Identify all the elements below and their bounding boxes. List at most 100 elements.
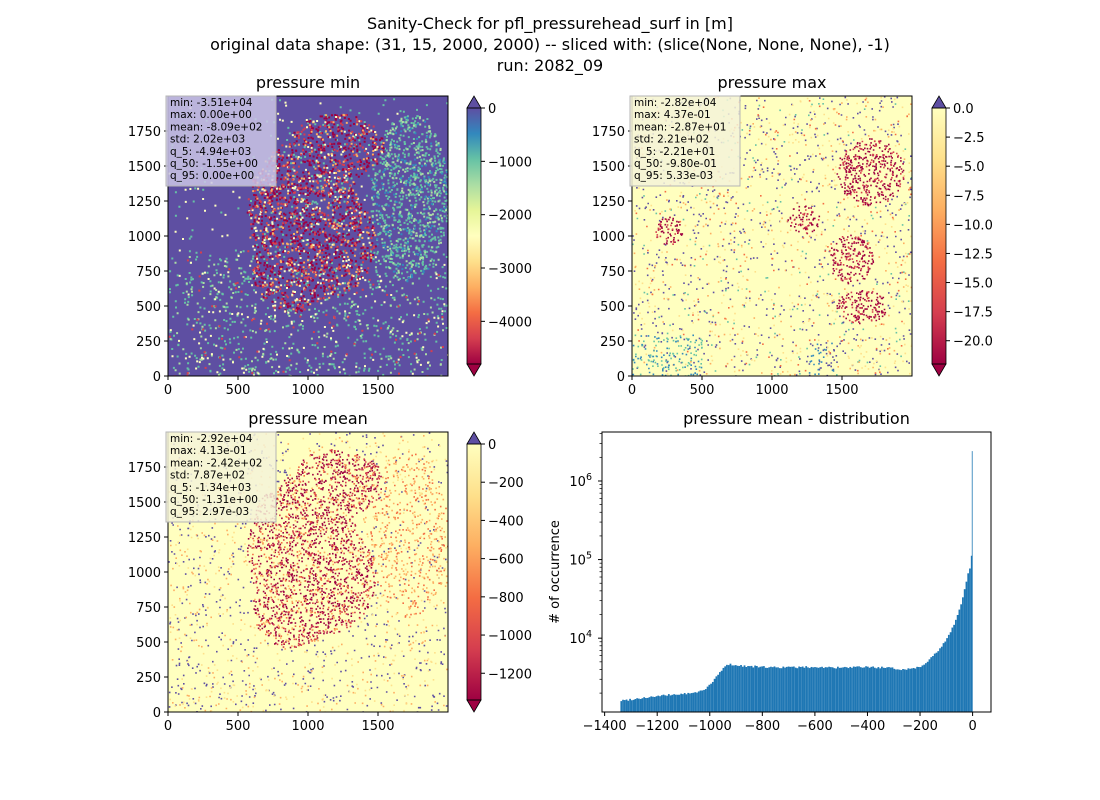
x-tick-label: 500	[690, 383, 715, 398]
y-tick-base: 10	[569, 475, 586, 490]
colorbar-extend-min	[466, 699, 482, 713]
y-tick-label: 1750	[128, 125, 161, 140]
histogram-bar	[784, 667, 786, 712]
y-tick-label: 500	[136, 300, 161, 315]
histogram-bar	[861, 667, 864, 712]
histogram-bar	[648, 697, 651, 712]
histogram-bar	[632, 699, 635, 712]
histogram-bar	[682, 694, 684, 712]
histogram-bar	[970, 555, 973, 712]
stats-box-frame	[165, 95, 277, 187]
colorbar-tick-label: −800	[488, 591, 524, 606]
histogram-bar	[824, 667, 827, 712]
x-tick-label: −400	[850, 719, 886, 734]
histogram-bar	[916, 666, 919, 712]
histogram-bar	[743, 665, 746, 712]
histogram-bar	[905, 669, 908, 712]
figure-title-line-2: original data shape: (31, 15, 2000, 2000…	[210, 35, 890, 54]
histogram-bar	[660, 695, 663, 712]
stats-line: mean: -8.09e+02	[170, 121, 262, 133]
colorbar-tick-label: −17.5	[953, 306, 993, 321]
histogram-bar	[951, 627, 954, 712]
y-axis-label: # of occurrence	[548, 520, 563, 624]
histogram-bar	[719, 672, 721, 712]
histogram-bar	[967, 573, 970, 712]
histogram-bar	[741, 666, 744, 712]
histogram-bar	[971, 451, 973, 712]
axes-title: pressure max	[717, 73, 826, 92]
histogram-bar	[856, 666, 859, 712]
histogram-bar	[960, 604, 963, 712]
histogram-bar	[708, 684, 711, 712]
histogram-bar	[801, 666, 804, 712]
y-tick-label: 1250	[128, 195, 161, 210]
axes-title: pressure min	[256, 73, 360, 92]
histogram-bar	[810, 666, 813, 712]
y-tick-label: 250	[136, 335, 161, 350]
stats-line: q_50: -9.80e-01	[634, 158, 717, 170]
histogram-bar	[687, 692, 690, 712]
histogram-bar	[808, 668, 811, 712]
histogram-bar	[900, 670, 903, 712]
heatmap-cells	[247, 450, 382, 649]
histogram-bar	[757, 667, 760, 712]
histogram-bar	[692, 692, 695, 712]
colorbar-tick-label: −2000	[488, 209, 532, 224]
histogram-bar	[745, 667, 748, 712]
heatmap-field	[168, 432, 448, 712]
histogram-pressure-mean-distribution: pressure mean - distribution # of occurre…	[548, 409, 992, 734]
y-tick-label: 1000	[592, 230, 625, 245]
stats-box-frame	[165, 431, 277, 523]
colorbar-extend-min	[931, 363, 947, 377]
y-tick-label: 250	[600, 335, 625, 350]
histogram-bar	[782, 666, 785, 712]
stats-line: std: 2.21e+02	[634, 134, 709, 146]
figure-title-line-1: Sanity-Check for pfl_pressurehead_surf i…	[367, 14, 733, 34]
histogram-bar	[636, 698, 639, 712]
histogram-bar	[814, 667, 816, 712]
histogram-bar	[715, 676, 718, 712]
histogram-bar	[696, 692, 698, 712]
y-tick-label: 1500	[128, 160, 161, 175]
histogram-bar	[627, 700, 630, 712]
x-tick-label: 1000	[755, 383, 788, 398]
histogram-bar	[845, 667, 848, 712]
x-tick-label: 0	[968, 719, 976, 734]
stats-line: q_50: -1.31e+00	[170, 494, 258, 506]
histogram-bar	[942, 643, 945, 712]
histogram-bar	[870, 666, 873, 712]
histogram-bar	[733, 665, 735, 712]
colorbar-tick-label: −7.5	[953, 189, 985, 204]
heatmap-pressure-mean: pressure mean 0 500 1000 1500 0 250 500 750 1000 1…	[128, 409, 532, 734]
y-tick-label: 0	[153, 706, 161, 721]
histogram-bar	[734, 665, 737, 712]
histogram-bar	[842, 667, 845, 712]
histogram-bar	[800, 666, 802, 712]
colorbar-extend-max	[931, 95, 947, 109]
histogram-bar	[629, 698, 631, 712]
histogram-bar	[623, 700, 626, 712]
histogram-bar	[822, 667, 825, 712]
histogram-bar	[932, 656, 934, 712]
stats-line: max: 4.13e-01	[170, 445, 247, 457]
histogram-bar	[851, 667, 853, 712]
stats-line: max: 0.00e+00	[170, 109, 252, 121]
histogram-bar	[891, 667, 894, 712]
x-tick-label: 0	[164, 383, 172, 398]
histogram-bar	[849, 666, 852, 712]
stats-line: q_95: 5.33e-03	[634, 170, 713, 182]
histogram-bar	[930, 657, 933, 712]
histogram-bar	[854, 666, 857, 712]
colorbar-tick-label: −1000	[488, 629, 532, 644]
histogram-bar	[893, 668, 896, 712]
histogram-bar	[963, 589, 966, 712]
histogram-bars	[620, 451, 973, 712]
histogram-bar	[773, 666, 776, 712]
histogram-bar	[812, 667, 815, 712]
histogram-bar	[794, 667, 797, 712]
colorbar-tick-label: −10.0	[953, 218, 993, 233]
histogram-bar	[835, 668, 837, 712]
x-tick-label: 1500	[361, 719, 394, 734]
